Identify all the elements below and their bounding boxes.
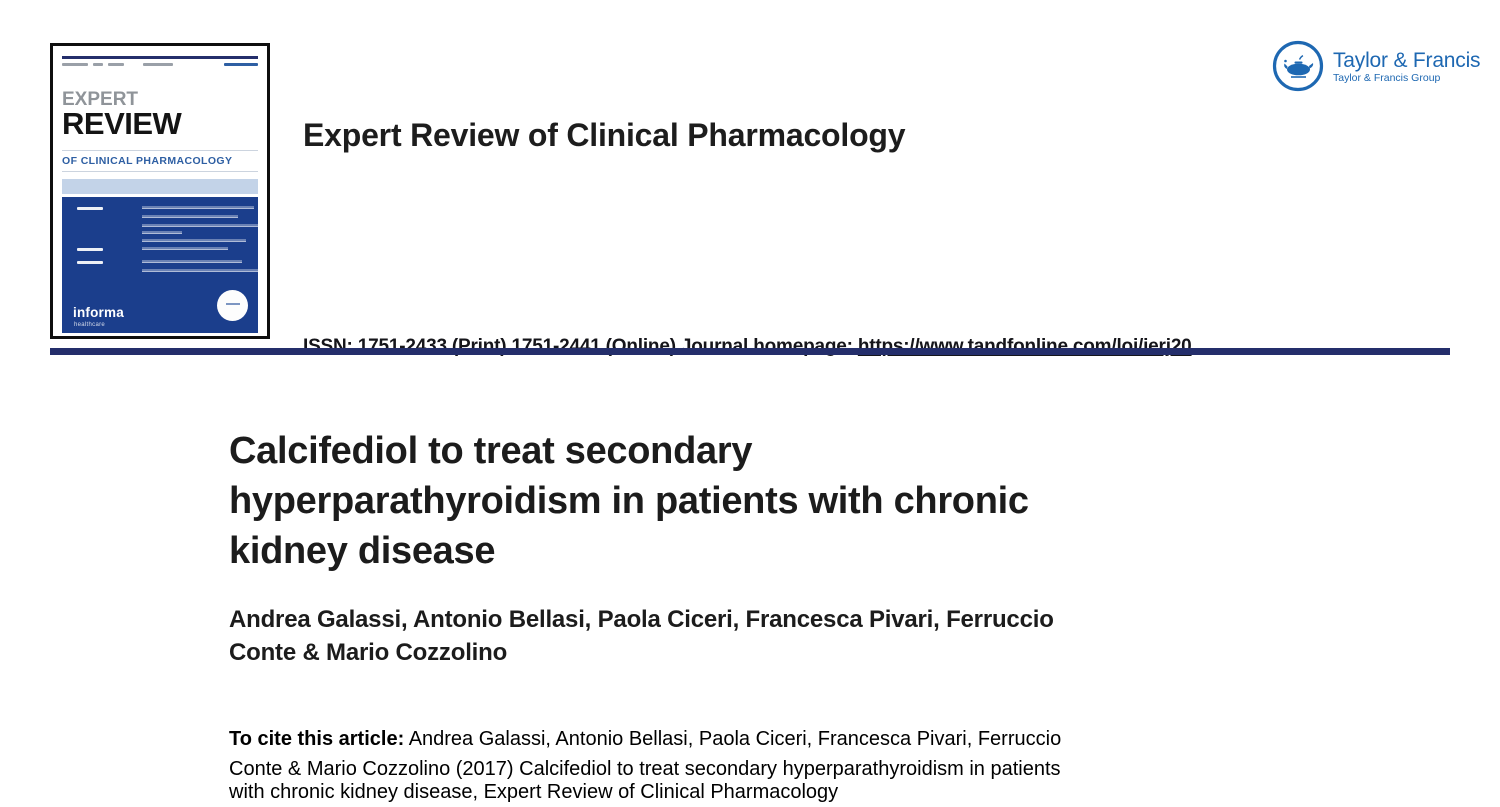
- issn-homepage-line: ISSN: 1751-2433 (Print) 1751-2441 (Onlin…: [303, 335, 1192, 359]
- toc-section-label: [77, 207, 103, 210]
- journal-cover-thumbnail: EXPERT REVIEW OF CLINICAL PHARMACOLOGY i…: [50, 43, 270, 339]
- toc-entry-line: [142, 224, 264, 227]
- cover-divider: [62, 150, 258, 151]
- header-divider-rule: [50, 348, 1450, 355]
- authors-line: Conte & Mario Cozzolino: [229, 639, 508, 666]
- cover-contents-panel: informa healthcare: [62, 197, 264, 333]
- cover-issue-info-bar: [62, 63, 88, 66]
- citation-line-3-clipped: with chronic kidney disease, Expert Revi…: [229, 781, 839, 803]
- informa-imprint-logo: informa: [73, 305, 124, 320]
- taylor-francis-lamp-icon: [1272, 40, 1324, 92]
- taylor-francis-logo: Taylor & Francis Taylor & Francis Group: [1272, 40, 1481, 92]
- cover-issue-info-bar: [108, 63, 124, 66]
- toc-entry-line: [142, 269, 260, 272]
- article-title-line: kidney disease: [229, 529, 496, 572]
- toc-section-label: [77, 261, 103, 264]
- cite-label: To cite this article:: [229, 728, 405, 750]
- toc-section-label: [77, 248, 103, 251]
- cover-masthead-kicker: EXPERT: [62, 89, 139, 110]
- cover-masthead-title: REVIEW: [62, 106, 182, 141]
- cover-issue-info-bar: [143, 63, 173, 66]
- cover-top-rule: [62, 56, 258, 59]
- cover-masthead-subtitle: OF CLINICAL PHARMACOLOGY: [62, 155, 233, 167]
- toc-entry-line: [142, 215, 238, 218]
- toc-entry-line: [142, 239, 246, 242]
- toc-entry-line: [142, 231, 182, 234]
- article-title-line: hyperparathyroidism in patients with chr…: [229, 479, 1029, 522]
- toc-entry-line: [142, 206, 254, 209]
- cover-website-bar: [224, 63, 258, 66]
- cover-light-band: [62, 179, 258, 194]
- cover-masthead-info-row: [62, 63, 258, 66]
- article-title: Calcifediol to treat secondary hyperpara…: [229, 426, 1219, 576]
- cover-issue-info-bar: [93, 63, 103, 66]
- publisher-group-name: Taylor & Francis Group: [1333, 71, 1441, 84]
- article-title-line: Calcifediol to treat secondary: [229, 429, 753, 472]
- cover-seal-circle: [217, 290, 248, 321]
- informa-healthcare-label: healthcare: [74, 322, 106, 328]
- citation-line-1: To cite this article: Andrea Galassi, An…: [229, 724, 1239, 754]
- cite-text: Andrea Galassi, Antonio Bellasi, Paola C…: [404, 728, 1062, 750]
- toc-entry-line: [142, 260, 242, 263]
- journal-title: Expert Review of Clinical Pharmacology: [303, 117, 906, 154]
- cover-divider: [62, 171, 258, 172]
- citation-line-2: Conte & Mario Cozzolino (2017) Calcifedi…: [229, 758, 1061, 780]
- article-authors: Andrea Galassi, Antonio Bellasi, Paola C…: [229, 603, 1229, 669]
- publisher-name: Taylor & Francis: [1333, 48, 1481, 72]
- toc-entry-line: [142, 247, 228, 250]
- authors-line: Andrea Galassi, Antonio Bellasi, Paola C…: [229, 606, 1054, 633]
